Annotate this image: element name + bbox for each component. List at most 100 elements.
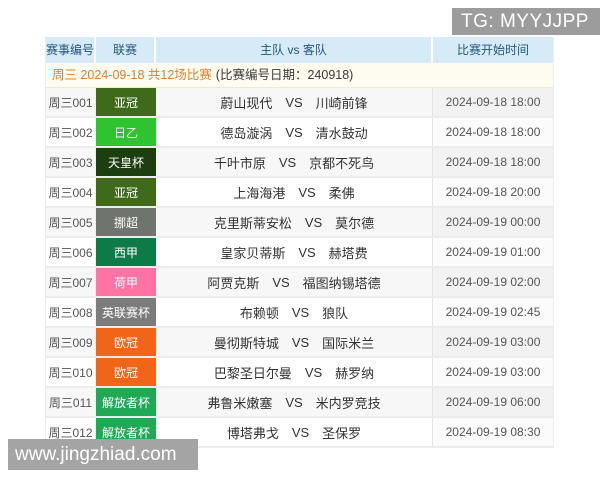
match-time: 2024-09-18 20:00 [433, 178, 553, 206]
away-team: 川崎前锋 [315, 95, 368, 111]
home-team: 阿贾克斯 [207, 275, 260, 291]
match-time: 2024-09-19 08:30 [433, 418, 553, 446]
away-team: 京都不死鸟 [309, 155, 375, 171]
away-team: 清水鼓动 [315, 125, 368, 141]
home-team: 博塔弗戈 [226, 425, 279, 441]
matchup: 巴黎圣日尔曼 VS 赫罗纳 [156, 358, 433, 386]
match-time: 2024-09-19 06:00 [433, 388, 553, 416]
vs-label: VS [291, 304, 310, 320]
matchup: 德岛漩涡 VS 清水鼓动 [156, 118, 433, 146]
match-id: 周三006 [46, 238, 96, 266]
away-team: 狼队 [322, 305, 349, 321]
date-summary-code: (比赛编号日期：240918) [215, 68, 354, 82]
table-row: 周三012 解放者杯 博塔弗戈 VS 圣保罗 2024-09-19 08:30 [46, 418, 553, 448]
vs-label: VS [304, 364, 323, 380]
matchup: 曼彻斯特城 VS 国际米兰 [156, 328, 433, 356]
away-team: 圣保罗 [322, 425, 362, 441]
away-team: 赫罗纳 [335, 365, 375, 381]
league-badge: 天皇杯 [96, 148, 156, 176]
league-badge: 亚冠 [96, 88, 156, 116]
matchup: 千叶市原 VS 京都不死鸟 [156, 148, 433, 176]
matchup: 克里斯蒂安松 VS 莫尔德 [156, 208, 433, 236]
match-id: 周三010 [46, 358, 96, 386]
matchup: 皇家贝蒂斯 VS 赫塔费 [156, 238, 433, 266]
match-time: 2024-09-19 01:00 [433, 238, 553, 266]
table-row: 周三011 解放者杯 弗鲁米嫩塞 VS 米内罗竞技 2024-09-19 06:… [46, 388, 553, 418]
table-row: 周三008 英联赛杯 布赖顿 VS 狼队 2024-09-19 02:45 [46, 298, 553, 328]
date-summary-bar: 周三 2024-09-18 共12场比赛 (比赛编号日期：240918) [46, 63, 553, 88]
matchup: 博塔弗戈 VS 圣保罗 [156, 418, 433, 446]
league-badge: 欧冠 [96, 358, 156, 386]
table-row: 周三010 欧冠 巴黎圣日尔曼 VS 赫罗纳 2024-09-19 03:00 [46, 358, 553, 388]
vs-label: VS [298, 184, 316, 200]
table-row: 周三006 西甲 皇家贝蒂斯 VS 赫塔费 2024-09-19 01:00 [46, 238, 553, 268]
table-row: 周三009 欧冠 曼彻斯特城 VS 国际米兰 2024-09-19 03:00 [46, 328, 553, 358]
match-id: 周三007 [46, 268, 96, 296]
vs-label: VS [291, 334, 310, 350]
home-team: 德岛漩涡 [220, 125, 273, 141]
table-row: 周三005 挪超 克里斯蒂安松 VS 莫尔德 2024-09-19 00:00 [46, 208, 553, 238]
matchup: 上海海港 VS 柔佛 [156, 178, 433, 206]
table-row: 周三007 荷甲 阿贾克斯 VS 福图纳锡塔德 2024-09-19 02:00 [46, 268, 553, 298]
league-badge: 亚冠 [96, 178, 156, 206]
vs-label: VS [291, 424, 310, 440]
match-schedule-table: 赛事编号 联赛 主队 vs 客队 比赛开始时间 周三 2024-09-18 共1… [45, 37, 554, 448]
home-team: 千叶市原 [213, 155, 266, 171]
away-team: 柔佛 [328, 185, 355, 201]
vs-label: VS [285, 124, 303, 140]
match-id: 周三002 [46, 118, 96, 146]
matchup: 布赖顿 VS 狼队 [156, 298, 433, 326]
header-match-id: 赛事编号 [46, 37, 96, 63]
match-time: 2024-09-19 03:00 [433, 328, 553, 356]
home-team: 曼彻斯特城 [213, 335, 279, 351]
table-row: 周三004 亚冠 上海海港 VS 柔佛 2024-09-18 20:00 [46, 178, 553, 208]
vs-label: VS [304, 214, 323, 230]
table-header-row: 赛事编号 联赛 主队 vs 客队 比赛开始时间 [46, 37, 553, 63]
vs-label: VS [285, 394, 303, 410]
vs-label: VS [298, 244, 316, 260]
league-badge: 解放者杯 [96, 388, 156, 416]
home-team: 弗鲁米嫩塞 [207, 395, 273, 411]
league-badge: 西甲 [96, 238, 156, 266]
home-team: 上海海港 [233, 185, 286, 201]
league-badge: 日乙 [96, 118, 156, 146]
table-body: 周三001 亚冠 蔚山现代 VS 川崎前锋 2024-09-18 18:00 周… [46, 88, 553, 448]
matchup: 弗鲁米嫩塞 VS 米内罗竞技 [156, 388, 433, 416]
match-time: 2024-09-19 02:00 [433, 268, 553, 296]
vs-label: VS [278, 154, 297, 170]
header-league: 联赛 [96, 37, 156, 63]
match-time: 2024-09-19 03:00 [433, 358, 553, 386]
match-time: 2024-09-19 02:45 [433, 298, 553, 326]
match-id: 周三003 [46, 148, 96, 176]
away-team: 米内罗竞技 [315, 395, 381, 411]
match-id: 周三004 [46, 178, 96, 206]
away-team: 莫尔德 [335, 215, 375, 231]
table-row: 周三002 日乙 德岛漩涡 VS 清水鼓动 2024-09-18 18:00 [46, 118, 553, 148]
header-matchup: 主队 vs 客队 [156, 37, 433, 63]
site-watermark: www.jingzhiad.com [8, 439, 198, 470]
matchup: 阿贾克斯 VS 福图纳锡塔德 [156, 268, 433, 296]
league-badge: 挪超 [96, 208, 156, 236]
match-id: 周三012 [46, 418, 96, 446]
match-time: 2024-09-18 18:00 [433, 148, 553, 176]
match-id: 周三005 [46, 208, 96, 236]
away-team: 福图纳锡塔德 [302, 275, 381, 291]
match-id: 周三009 [46, 328, 96, 356]
home-team: 蔚山现代 [220, 95, 273, 111]
home-team: 布赖顿 [239, 305, 279, 321]
away-team: 赫塔费 [328, 245, 368, 261]
match-time: 2024-09-19 00:00 [433, 208, 553, 236]
match-time: 2024-09-18 18:00 [433, 118, 553, 146]
header-start-time: 比赛开始时间 [456, 43, 529, 57]
league-badge: 荷甲 [96, 268, 156, 296]
vs-label: VS [285, 94, 303, 110]
match-time: 2024-09-18 18:00 [433, 88, 553, 116]
table-row: 周三001 亚冠 蔚山现代 VS 川崎前锋 2024-09-18 18:00 [46, 88, 553, 118]
league-badge: 英联赛杯 [96, 298, 156, 326]
matchup: 蔚山现代 VS 川崎前锋 [156, 88, 433, 116]
home-team: 皇家贝蒂斯 [220, 245, 286, 261]
telegram-contact-banner: TG: MYYJJPP [452, 8, 600, 35]
vs-label: VS [272, 274, 290, 290]
table-row: 周三003 天皇杯 千叶市原 VS 京都不死鸟 2024-09-18 18:00 [46, 148, 553, 178]
match-id: 周三008 [46, 298, 96, 326]
